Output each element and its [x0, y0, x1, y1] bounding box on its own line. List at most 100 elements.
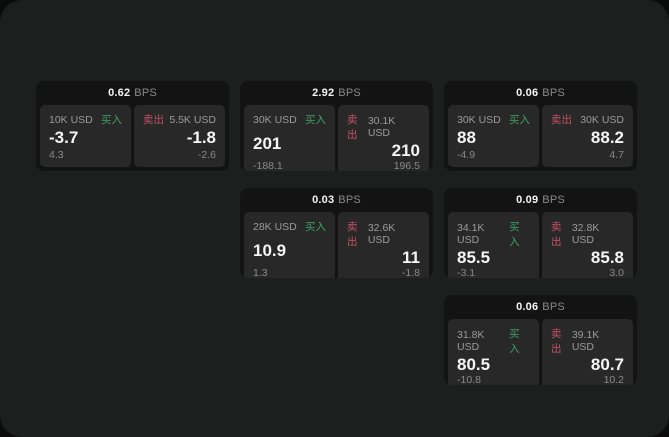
sell-delta: 10.2 — [603, 373, 624, 385]
sell-price: 88.2 — [590, 128, 624, 148]
bps-header: 2.92 BPS — [240, 81, 433, 105]
sell-panel[interactable]: 卖出 5.5K USD -1.8 -2.6 — [134, 105, 225, 167]
bps-unit-label: BPS — [542, 87, 565, 99]
card-body: 10K USD 买入 -3.7 4.3 卖出 5.5K USD -1.8 -2.… — [36, 105, 229, 171]
sell-panel[interactable]: 卖出 39.1K USD 80.7 10.2 — [542, 319, 633, 385]
sell-delta: 3.0 — [609, 266, 624, 278]
sell-side-label: 卖出 — [551, 221, 562, 248]
buy-panel[interactable]: 10K USD 买入 -3.7 4.3 — [40, 105, 131, 167]
bps-unit-label: BPS — [338, 194, 361, 206]
card-body: 30K USD 买入 201 -188.1 卖出 30.1K USD 210 1… — [240, 105, 433, 171]
bps-header: 0.09 BPS — [444, 188, 637, 212]
sell-panel[interactable]: 卖出 32.8K USD 85.8 3.0 — [542, 212, 633, 278]
bps-unit-label: BPS — [542, 301, 565, 313]
buy-notional: 28K USD — [253, 220, 297, 233]
buy-side-label: 买入 — [305, 114, 326, 126]
buy-panel[interactable]: 30K USD 买入 88 -4.9 — [448, 105, 539, 167]
quote-card: 0.06 BPS 30K USD 买入 88 -4.9 卖出 30K USD 8… — [444, 81, 637, 171]
sell-notional: 32.8K USD — [571, 222, 600, 246]
sell-panel[interactable]: 卖出 30K USD 88.2 4.7 — [542, 105, 633, 167]
sell-delta: 196.5 — [393, 159, 420, 171]
sell-notional: 5.5K USD — [169, 113, 216, 126]
sell-price: 80.7 — [590, 355, 624, 374]
buy-price: 85.5 — [457, 248, 491, 267]
buy-side-label: 买入 — [509, 328, 520, 355]
sell-notional: 30K USD — [580, 113, 624, 126]
bps-header: 0.06 BPS — [444, 295, 637, 319]
buy-delta: -10.8 — [457, 373, 481, 385]
buy-notional: 34.1K USD — [457, 222, 485, 246]
card-body: 34.1K USD 买入 85.5 -3.1 卖出 32.8K USD 85.8… — [444, 212, 637, 278]
buy-price: 201 — [253, 133, 282, 153]
buy-side-label: 买入 — [101, 114, 122, 126]
bps-unit-label: BPS — [338, 87, 361, 99]
buy-notional: 30K USD — [253, 113, 297, 126]
quote-card: 0.09 BPS 34.1K USD 买入 85.5 -3.1 卖出 32.8K… — [444, 188, 637, 278]
sell-delta: -2.6 — [197, 149, 216, 161]
bps-header: 0.03 BPS — [240, 188, 433, 212]
quote-card: 0.06 BPS 31.8K USD 买入 80.5 -10.8 卖出 39.1… — [444, 295, 637, 385]
bps-value: 0.06 — [516, 87, 539, 99]
sell-notional: 39.1K USD — [571, 329, 600, 353]
buy-panel[interactable]: 30K USD 买入 201 -188.1 — [244, 105, 335, 171]
sell-price: 11 — [402, 248, 420, 267]
bps-value: 0.62 — [108, 87, 131, 99]
bps-value: 0.03 — [312, 194, 335, 206]
sell-side-label: 卖出 — [143, 114, 164, 126]
buy-delta: -3.1 — [457, 266, 476, 278]
buy-notional: 10K USD — [49, 113, 93, 126]
sell-panel-top: 卖出 32.6K USD — [347, 219, 420, 249]
sell-panel-top: 卖出 39.1K USD — [551, 326, 624, 356]
buy-side-label: 买入 — [509, 114, 530, 126]
buy-notional: 31.8K USD — [457, 329, 485, 353]
sell-notional: 32.6K USD — [367, 222, 396, 246]
buy-delta: 1.3 — [253, 266, 268, 278]
sell-panel-top: 卖出 5.5K USD — [143, 112, 216, 127]
sell-panel-top: 卖出 32.8K USD — [551, 219, 624, 249]
buy-panel-top: 34.1K USD 买入 — [457, 219, 530, 249]
bps-header: 0.06 BPS — [444, 81, 637, 105]
sell-delta: 4.7 — [609, 149, 624, 161]
buy-delta: -4.9 — [457, 149, 476, 161]
buy-side-label: 买入 — [305, 221, 326, 233]
buy-panel[interactable]: 31.8K USD 买入 80.5 -10.8 — [448, 319, 539, 385]
quote-card: 0.62 BPS 10K USD 买入 -3.7 4.3 卖出 5.5K USD… — [36, 81, 229, 171]
bps-value: 0.06 — [516, 301, 539, 313]
buy-notional: 30K USD — [457, 113, 501, 126]
sell-side-label: 卖出 — [347, 221, 358, 248]
buy-panel[interactable]: 28K USD 买入 10.9 1.3 — [244, 212, 335, 278]
sell-panel-top: 卖出 30.1K USD — [347, 112, 420, 142]
quote-card: 0.03 BPS 28K USD 买入 10.9 1.3 卖出 32.6K US… — [240, 188, 433, 278]
buy-panel-top: 31.8K USD 买入 — [457, 326, 530, 356]
bps-unit-label: BPS — [542, 194, 565, 206]
quote-card: 2.92 BPS 30K USD 买入 201 -188.1 卖出 30.1K … — [240, 81, 433, 171]
sell-panel[interactable]: 卖出 30.1K USD 210 196.5 — [338, 105, 429, 171]
sell-price: -1.8 — [186, 128, 216, 148]
buy-panel[interactable]: 34.1K USD 买入 85.5 -3.1 — [448, 212, 539, 278]
sell-panel[interactable]: 卖出 32.6K USD 11 -1.8 — [338, 212, 429, 278]
buy-panel-top: 10K USD 买入 — [49, 112, 122, 127]
sell-panel-top: 卖出 30K USD — [551, 112, 624, 127]
buy-panel-top: 30K USD 买入 — [253, 112, 326, 127]
sell-price: 210 — [391, 141, 420, 160]
bps-value: 0.09 — [516, 194, 539, 206]
sell-delta: -1.8 — [401, 266, 420, 278]
bps-value: 2.92 — [312, 87, 335, 99]
buy-price: 10.9 — [253, 240, 287, 260]
sell-notional: 30.1K USD — [367, 115, 396, 139]
quote-grid: 0.62 BPS 10K USD 买入 -3.7 4.3 卖出 5.5K USD… — [36, 81, 637, 385]
bps-unit-label: BPS — [134, 87, 157, 99]
buy-panel-top: 28K USD 买入 — [253, 219, 326, 234]
buy-delta: 4.3 — [49, 149, 64, 161]
sell-side-label: 卖出 — [551, 114, 572, 126]
bps-header: 0.62 BPS — [36, 81, 229, 105]
card-body: 30K USD 买入 88 -4.9 卖出 30K USD 88.2 4.7 — [444, 105, 637, 171]
card-body: 28K USD 买入 10.9 1.3 卖出 32.6K USD 11 -1.8 — [240, 212, 433, 278]
buy-panel-top: 30K USD 买入 — [457, 112, 530, 127]
sell-price: 85.8 — [590, 248, 624, 267]
card-body: 31.8K USD 买入 80.5 -10.8 卖出 39.1K USD 80.… — [444, 319, 637, 385]
buy-price: 80.5 — [457, 355, 491, 374]
buy-delta: -188.1 — [253, 159, 283, 171]
buy-price: -3.7 — [49, 128, 79, 148]
